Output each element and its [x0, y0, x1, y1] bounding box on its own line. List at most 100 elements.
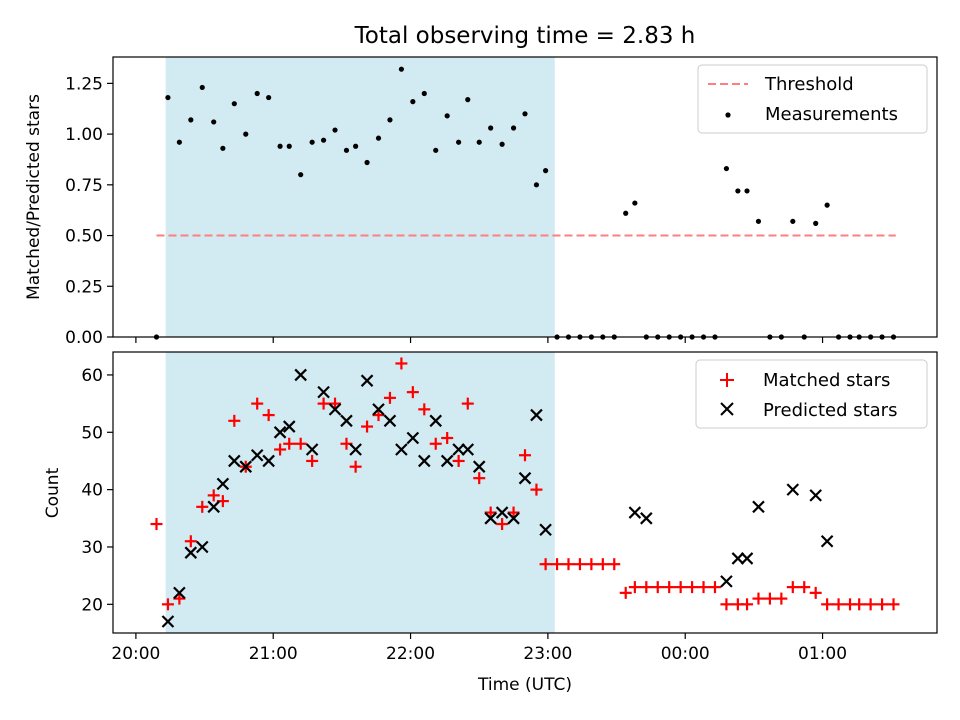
predicted-star-point [740, 552, 754, 565]
top-y-tick-label: 1.25 [65, 74, 103, 94]
matched-star-point [519, 449, 531, 462]
measurement-point [510, 125, 517, 131]
matched-star-point [294, 437, 307, 450]
x-tick-label: 21:00 [249, 644, 298, 664]
matched-star-point [530, 483, 543, 496]
measurement-point [465, 97, 471, 103]
predicted-star-point [628, 506, 642, 519]
matched-star-point [349, 460, 362, 473]
predicted-star-point [184, 546, 198, 559]
matched-star-point [196, 500, 209, 513]
measurement-point [353, 143, 359, 149]
measurement-point [231, 101, 237, 107]
predicted-star-point [530, 408, 543, 422]
predicted-star-point [305, 443, 319, 456]
matched-star-point [786, 581, 799, 594]
matched-star-point [708, 581, 721, 594]
matched-star-point [372, 409, 385, 422]
matched-star-point [383, 391, 396, 404]
matched-star-point [207, 489, 220, 502]
predicted-star-point [418, 454, 431, 468]
predicted-star-point [752, 500, 765, 514]
measurement-point [188, 117, 194, 123]
matched-star-point [741, 598, 754, 611]
top-y-axis-label: Matched/Predicted stars [24, 94, 44, 300]
predicted-star-point [250, 448, 264, 462]
matched-star-point [484, 506, 497, 519]
measurement-point [755, 218, 762, 224]
matched-star-point [361, 420, 374, 433]
matched-star-point [619, 586, 632, 599]
predicted-star-point [731, 552, 745, 565]
measurement-point [266, 94, 272, 101]
predicted-star-point [539, 523, 552, 537]
measurement-point [623, 210, 629, 216]
measurement-point [444, 113, 450, 119]
measurement-point [298, 172, 304, 178]
matched-star-point [283, 437, 296, 450]
predicted-legend-label: Predicted stars [763, 400, 897, 421]
matched-star-point [274, 443, 287, 456]
predicted-stars-series [161, 368, 834, 628]
predicted-star-point [440, 454, 454, 468]
measurement-point [375, 135, 382, 141]
matched-star-point [406, 386, 419, 399]
predicted-star-point [207, 500, 220, 514]
bottom-shaded-region [165, 352, 555, 633]
measurement-point [433, 147, 439, 153]
measurement-point [243, 131, 249, 137]
top-legend: Threshold Measurements [697, 64, 928, 134]
bottom-legend: Matched stars Predicted stars [695, 359, 928, 429]
matched-star-point [752, 592, 765, 605]
matched-legend-label: Matched stars [763, 370, 890, 391]
measurement-point [286, 143, 292, 149]
x-tick-label: 23:00 [523, 644, 572, 664]
predicted-star-point [429, 414, 443, 428]
matched-star-point [251, 397, 264, 410]
matched-star-point [697, 581, 710, 594]
predicted-star-point [216, 477, 230, 491]
matched-star-point [853, 598, 866, 611]
bottom-y-tick-label: 50 [81, 423, 103, 443]
bottom-y-tick-label: 40 [81, 481, 103, 501]
matched-star-point [864, 598, 877, 611]
measurement-point [199, 84, 205, 91]
matched-star-point [507, 506, 520, 519]
predicted-star-point [472, 460, 486, 473]
matched-star-point [562, 558, 575, 571]
matched-star-point [429, 437, 442, 450]
top-legend-box [697, 64, 928, 134]
measurement-point [254, 90, 260, 97]
matched-star-point [809, 586, 822, 599]
matched-star-point [473, 472, 486, 485]
top-y-tick-label: 0.25 [65, 277, 103, 297]
matched-star-point [539, 558, 552, 571]
bottom-y-tick-label: 60 [81, 366, 103, 386]
matched-star-point [395, 357, 408, 370]
matched-star-point [832, 598, 845, 611]
top-y-tick-label: 0.00 [65, 328, 103, 348]
matched-star-point [763, 592, 776, 605]
matched-star-point [821, 598, 834, 611]
matched-star-point [876, 598, 889, 611]
top-panel: 0.00 0.25 0.50 0.75 1.00 1.25 Matched/Predict… [24, 56, 938, 348]
x-tick-label: 01:00 [798, 644, 847, 664]
matched-star-point [452, 454, 465, 467]
matched-star-point [551, 558, 564, 571]
bottom-y-tick-label: 20 [81, 595, 103, 615]
matched-star-point [628, 581, 641, 594]
bottom-legend-box [695, 359, 928, 429]
threshold-legend-label: Threshold [764, 74, 854, 95]
predicted-star-point [720, 575, 733, 588]
predicted-star-point [328, 403, 342, 416]
measurement-point [320, 137, 327, 143]
predicted-star-point [372, 403, 385, 416]
predicted-star-point [518, 471, 532, 485]
predicted-star-point [640, 512, 653, 525]
matched-star-point [608, 558, 621, 571]
matched-star-point [674, 581, 687, 594]
measurement-point [421, 90, 427, 97]
measurement-point [398, 66, 404, 72]
x-tick-label: 22:00 [386, 644, 435, 664]
